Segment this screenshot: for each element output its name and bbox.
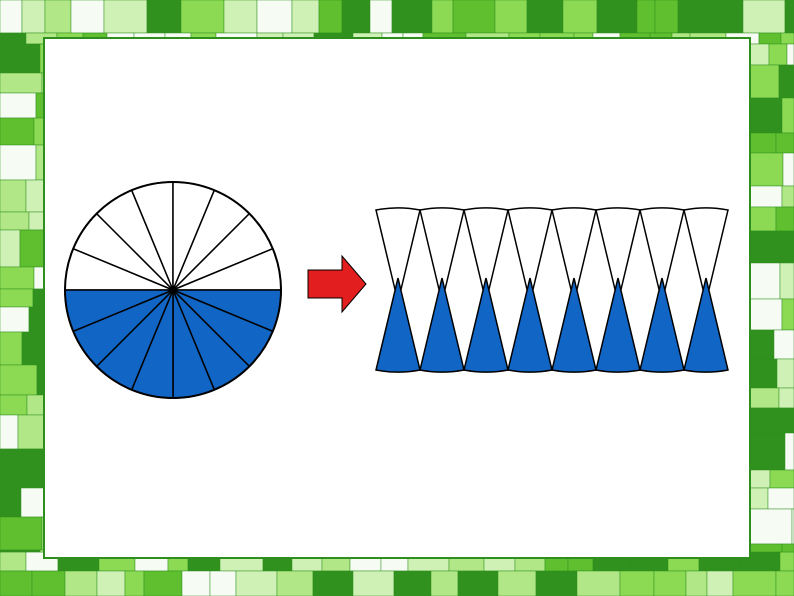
wedge-bottom — [552, 278, 596, 372]
wedge-bottom — [376, 278, 420, 372]
content-area — [48, 40, 746, 556]
wedge-bottom — [684, 278, 728, 372]
wedge-row-bottom — [376, 278, 728, 372]
wedge-bottom — [508, 278, 552, 372]
wedge-bottom — [596, 278, 640, 372]
wedge-bottom — [464, 278, 508, 372]
slide-frame — [0, 0, 794, 596]
wedge-bottom — [420, 278, 464, 372]
diagram-svg — [48, 40, 746, 556]
transform-arrow-icon — [308, 256, 366, 312]
wedge-bottom — [640, 278, 684, 372]
sector-circle — [65, 182, 281, 398]
wedge-row-top — [376, 208, 728, 302]
